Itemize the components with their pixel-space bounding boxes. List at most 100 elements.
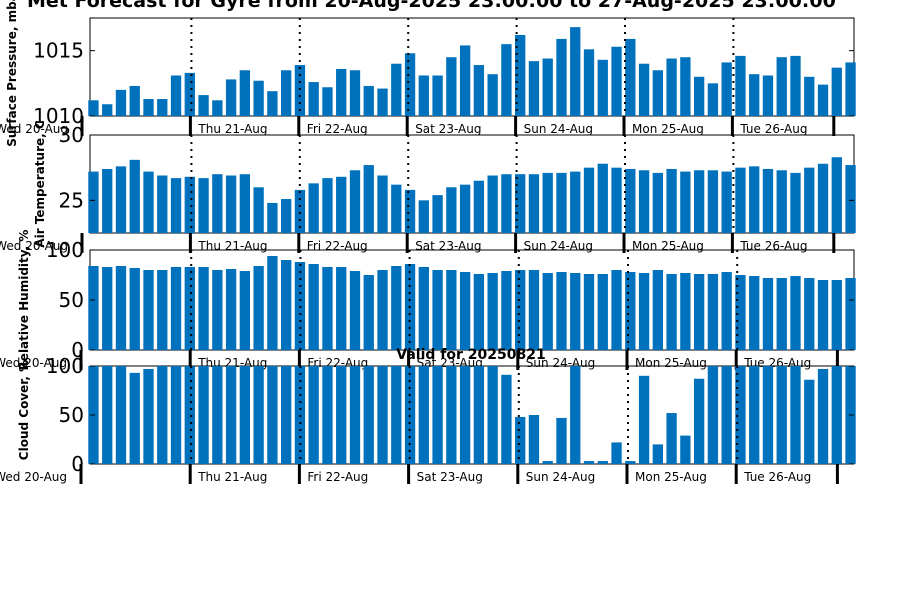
bar — [225, 269, 237, 350]
day-label: Sat 23-Aug — [415, 239, 481, 253]
bar — [804, 167, 815, 233]
bar — [625, 272, 636, 350]
day-label: Fri 22-Aug — [307, 122, 368, 136]
bar — [597, 461, 608, 464]
bar — [666, 168, 677, 233]
y-tick-label: 1010 — [33, 104, 84, 128]
bar — [680, 171, 691, 233]
bar — [143, 99, 154, 116]
bar — [253, 266, 264, 350]
bar — [170, 178, 182, 233]
bar — [528, 415, 540, 464]
bar — [377, 270, 388, 350]
bar — [418, 366, 429, 464]
bar — [749, 366, 760, 464]
bar — [583, 49, 595, 116]
y-axis-label: Relative Humidity, % — [17, 230, 31, 371]
y-tick-label: 50 — [59, 288, 84, 312]
bar — [322, 87, 333, 116]
bar — [418, 267, 429, 350]
bar — [184, 366, 195, 464]
bar — [735, 55, 746, 116]
bar — [157, 175, 168, 233]
bar — [597, 163, 608, 233]
bar — [225, 175, 237, 233]
bar — [556, 272, 567, 350]
bar — [542, 58, 553, 116]
bar — [184, 72, 195, 116]
bar — [225, 79, 237, 116]
day-label: Thu 21-Aug — [197, 122, 267, 136]
y-tick-label: 50 — [59, 403, 84, 427]
bar — [363, 165, 374, 233]
bar — [831, 280, 842, 350]
bar — [102, 267, 113, 350]
bar — [804, 76, 815, 116]
bar — [528, 174, 540, 233]
bar — [129, 268, 140, 350]
y-axis-label: Surface Pressure, mbar — [5, 0, 19, 147]
day-label: Thu 21-Aug — [197, 470, 267, 484]
day-label: Mon 25-Aug — [632, 122, 704, 136]
bar — [446, 270, 457, 350]
bar — [473, 274, 485, 350]
bar — [515, 34, 526, 116]
bar — [253, 80, 264, 116]
bar — [129, 159, 140, 233]
bar — [528, 270, 540, 350]
bar — [515, 174, 526, 233]
bar — [762, 278, 774, 350]
bar — [446, 366, 457, 464]
bar — [281, 260, 292, 350]
day-label: Mon 25-Aug — [635, 470, 707, 484]
bar — [501, 271, 512, 350]
bar — [212, 366, 223, 464]
bar — [459, 45, 471, 116]
y-tick-label: 100 — [46, 354, 84, 378]
bar — [267, 202, 278, 233]
day-label: Tue 26-Aug — [739, 239, 807, 253]
bar — [804, 278, 815, 350]
bar — [528, 61, 540, 116]
day-label: Mon 25-Aug — [632, 239, 704, 253]
bar — [790, 276, 801, 350]
bar — [790, 366, 801, 464]
bar — [363, 85, 374, 116]
bar — [432, 270, 443, 350]
bar — [570, 171, 581, 233]
day-label: Sun 24-Aug — [524, 239, 593, 253]
bar — [88, 171, 99, 233]
bar — [680, 57, 691, 116]
bar — [597, 59, 608, 116]
bar — [831, 366, 842, 464]
bar — [418, 75, 429, 116]
bar — [143, 171, 154, 233]
chart-title: Met Forecast for Gyre from 20-Aug-2025 2… — [27, 0, 836, 12]
bar — [611, 167, 622, 233]
bar — [762, 366, 774, 464]
bar — [253, 366, 264, 464]
bar — [349, 271, 361, 350]
bar — [721, 272, 732, 350]
day-label: Sun 24-Aug — [524, 122, 593, 136]
bar — [102, 168, 113, 233]
bar — [212, 174, 223, 233]
bar — [831, 157, 842, 233]
bar — [680, 273, 691, 350]
bar — [776, 278, 787, 350]
bar — [294, 65, 306, 116]
bar — [638, 63, 650, 116]
bar — [239, 271, 251, 350]
bar — [638, 375, 650, 464]
bar — [487, 366, 498, 464]
bar — [611, 46, 622, 116]
bar — [583, 461, 595, 464]
bar — [253, 187, 264, 233]
bar — [583, 274, 595, 350]
bar — [212, 100, 223, 116]
bar — [515, 270, 526, 350]
bar — [157, 366, 168, 464]
